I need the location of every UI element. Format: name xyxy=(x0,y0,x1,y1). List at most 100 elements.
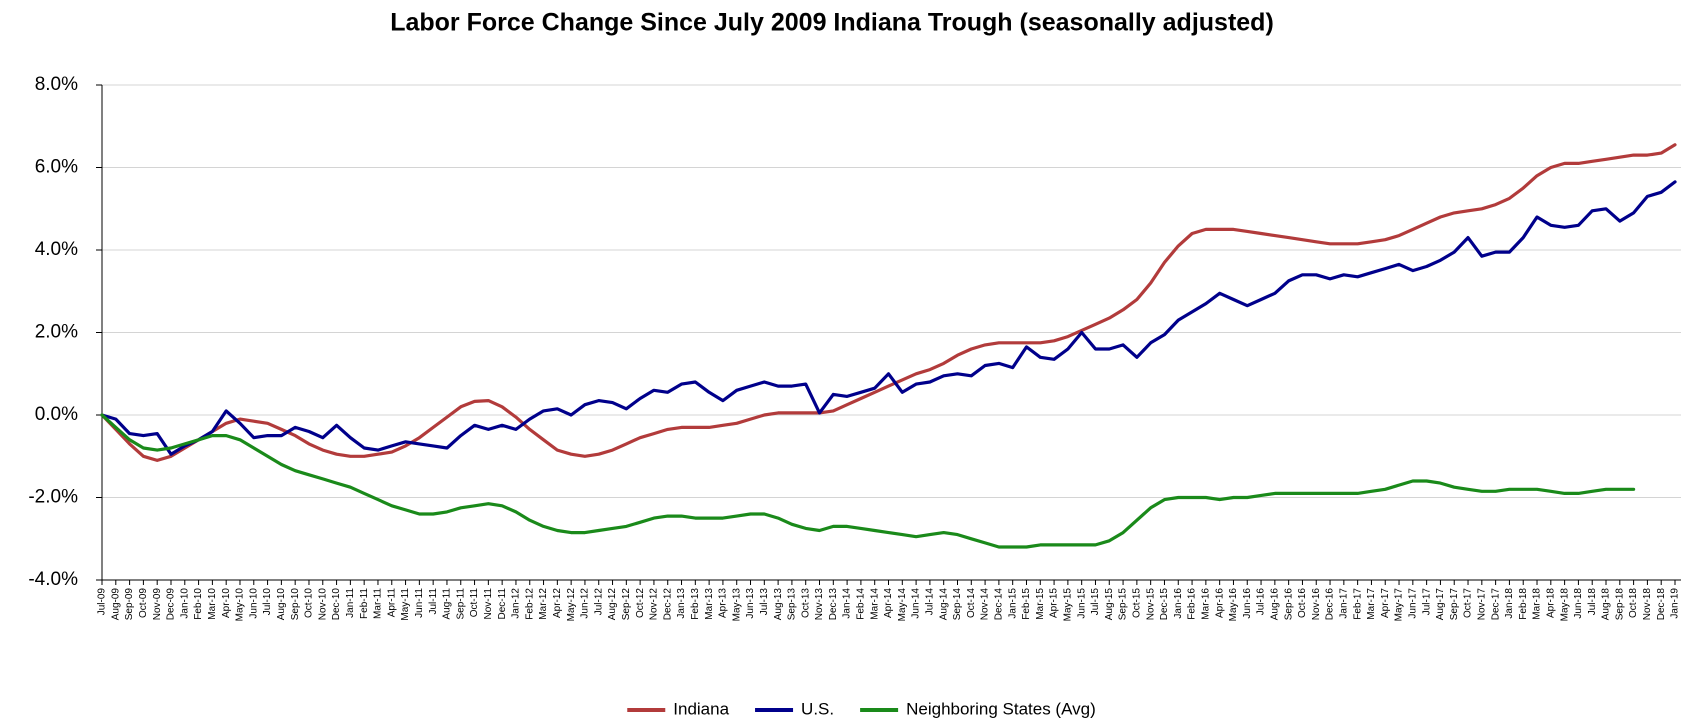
x-tick-label: Feb-16 xyxy=(1187,588,1198,620)
x-tick-label: Aug-18 xyxy=(1601,588,1612,621)
x-tick-label: Aug-13 xyxy=(773,588,784,621)
x-tick-label: Mar-10 xyxy=(207,588,218,620)
x-tick-label: Mar-11 xyxy=(373,588,384,619)
x-tick-label: Jan-11 xyxy=(345,588,356,618)
x-tick-label: Oct-12 xyxy=(635,588,646,618)
x-tick-label: Sep-14 xyxy=(952,588,963,621)
x-tick-label: Nov-11 xyxy=(483,588,494,620)
x-tick-label: Mar-12 xyxy=(538,588,549,620)
x-tick-label: May-17 xyxy=(1394,588,1405,622)
x-tick-label: Oct-15 xyxy=(1132,588,1143,618)
x-tick-label: Oct-17 xyxy=(1463,588,1474,618)
chart-title: Labor Force Change Since July 2009 India… xyxy=(390,9,1274,37)
x-tick-label: Jan-19 xyxy=(1670,588,1681,619)
x-tick-label: Jun-18 xyxy=(1573,588,1584,619)
x-tick-label: Jan-14 xyxy=(842,588,853,619)
x-tick-label: Feb-15 xyxy=(1021,588,1032,620)
x-tick-label: Jul-11 xyxy=(428,588,439,615)
x-tick-label: Jan-15 xyxy=(1007,588,1018,619)
x-tick-label: Nov-13 xyxy=(814,588,825,621)
x-tick-label: Sep-16 xyxy=(1283,588,1294,621)
x-tick-label: May-15 xyxy=(1063,588,1074,622)
x-tick-label: Feb-12 xyxy=(524,588,535,620)
x-tick-label: Jun-13 xyxy=(745,588,756,619)
x-tick-label: Dec-16 xyxy=(1325,588,1336,621)
x-tick-label: Aug-14 xyxy=(938,588,949,621)
y-tick-label: 8.0% xyxy=(35,74,78,95)
x-tick-label: Jun-16 xyxy=(1242,588,1253,619)
legend-label: Indiana xyxy=(673,699,729,718)
x-tick-label: Apr-16 xyxy=(1214,588,1225,618)
x-tick-label: Jan-17 xyxy=(1338,588,1349,619)
legend-label: Neighboring States (Avg) xyxy=(906,699,1096,718)
x-tick-label: Dec-12 xyxy=(662,588,673,621)
x-tick-label: Apr-14 xyxy=(883,588,894,618)
x-tick-label: Apr-13 xyxy=(718,588,729,618)
x-tick-label: May-10 xyxy=(235,588,246,622)
x-tick-label: Oct-09 xyxy=(138,588,149,618)
x-tick-label: Nov-18 xyxy=(1642,588,1653,621)
x-tick-label: Jul-17 xyxy=(1421,588,1432,616)
x-tick-label: Nov-16 xyxy=(1311,588,1322,621)
x-tick-label: Dec-17 xyxy=(1490,588,1501,621)
x-tick-label: Sep-15 xyxy=(1118,588,1129,621)
x-tick-label: Apr-15 xyxy=(1049,588,1060,618)
x-tick-label: Apr-17 xyxy=(1380,588,1391,618)
x-tick-label: Feb-11 xyxy=(359,588,370,619)
x-tick-label: Sep-09 xyxy=(124,588,135,621)
y-tick-label: 2.0% xyxy=(35,322,78,343)
legend-label: U.S. xyxy=(801,699,834,718)
x-tick-label: Jan-16 xyxy=(1173,588,1184,619)
x-tick-label: Jul-18 xyxy=(1587,588,1598,616)
x-tick-label: Sep-17 xyxy=(1449,588,1460,621)
x-tick-label: Sep-18 xyxy=(1614,588,1625,621)
x-tick-label: Mar-14 xyxy=(869,588,880,620)
x-tick-label: Oct-14 xyxy=(966,588,977,618)
y-tick-label: 0.0% xyxy=(35,404,78,425)
x-tick-label: Nov-12 xyxy=(649,588,660,621)
x-tick-label: Oct-13 xyxy=(800,588,811,618)
x-tick-label: Nov-10 xyxy=(317,588,328,621)
x-tick-label: Oct-11 xyxy=(469,588,480,618)
x-tick-label: Oct-10 xyxy=(304,588,315,618)
x-tick-label: Apr-12 xyxy=(552,588,563,618)
x-tick-label: Apr-11 xyxy=(386,588,397,618)
y-tick-label: 4.0% xyxy=(35,239,78,260)
x-tick-label: Dec-13 xyxy=(828,588,839,621)
x-tick-label: Jul-14 xyxy=(925,588,936,616)
x-tick-label: Dec-15 xyxy=(1159,588,1170,621)
series-line xyxy=(100,180,1677,456)
x-tick-label: May-11 xyxy=(400,588,411,621)
y-tick-label: -2.0% xyxy=(28,487,78,508)
x-tick-label: Mar-15 xyxy=(1035,588,1046,620)
y-tick-label: -4.0% xyxy=(28,569,78,590)
x-tick-label: Jun-11 xyxy=(414,588,425,618)
x-tick-label: Sep-13 xyxy=(787,588,798,621)
x-tick-label: Jan-18 xyxy=(1504,588,1515,619)
y-tick-label: 6.0% xyxy=(35,157,78,178)
x-tick-label: May-13 xyxy=(731,588,742,622)
x-tick-label: Feb-17 xyxy=(1352,588,1363,620)
x-tick-label: Sep-10 xyxy=(290,588,301,621)
x-tick-label: Feb-14 xyxy=(856,588,867,620)
x-tick-label: Jul-09 xyxy=(97,588,108,616)
x-tick-label: Jan-10 xyxy=(179,588,190,619)
x-tick-label: Mar-17 xyxy=(1366,588,1377,620)
x-tick-label: Jun-14 xyxy=(911,588,922,619)
series-line xyxy=(100,143,1677,462)
x-tick-label: Feb-18 xyxy=(1518,588,1529,620)
x-tick-label: Dec-18 xyxy=(1656,588,1667,621)
x-tick-label: Mar-18 xyxy=(1532,588,1543,620)
x-tick-label: Nov-17 xyxy=(1476,588,1487,621)
legend: Indiana U.S. Neighboring States (Avg) xyxy=(627,699,1096,718)
x-tick-label: Jun-17 xyxy=(1407,588,1418,619)
x-tick-label: Dec-14 xyxy=(994,588,1005,621)
x-tick-label: Jun-10 xyxy=(248,588,259,619)
x-tick-label: May-18 xyxy=(1559,588,1570,622)
x-tick-label: Dec-10 xyxy=(331,588,342,621)
x-tick-label: Aug-16 xyxy=(1269,588,1280,621)
x-tick-label: Dec-09 xyxy=(166,588,177,621)
x-tick-label: Jul-16 xyxy=(1256,588,1267,616)
x-tick-label: Aug-09 xyxy=(110,588,121,621)
